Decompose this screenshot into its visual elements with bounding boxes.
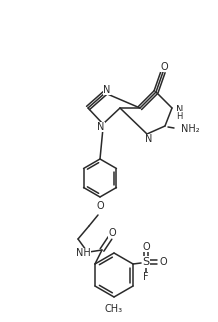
Text: O: O — [159, 257, 167, 267]
Text: S: S — [143, 257, 150, 267]
Text: N: N — [145, 134, 153, 144]
Text: O: O — [96, 201, 104, 211]
Text: O: O — [142, 242, 150, 252]
Text: O: O — [160, 62, 168, 72]
Text: F: F — [143, 272, 149, 282]
Text: N: N — [103, 85, 111, 95]
Text: O: O — [108, 228, 116, 238]
Text: N: N — [97, 122, 105, 132]
Text: H: H — [176, 111, 182, 120]
Text: NH₂: NH₂ — [181, 124, 200, 134]
Text: CH₃: CH₃ — [105, 304, 123, 314]
Text: N: N — [176, 105, 184, 115]
Text: NH: NH — [76, 248, 90, 258]
